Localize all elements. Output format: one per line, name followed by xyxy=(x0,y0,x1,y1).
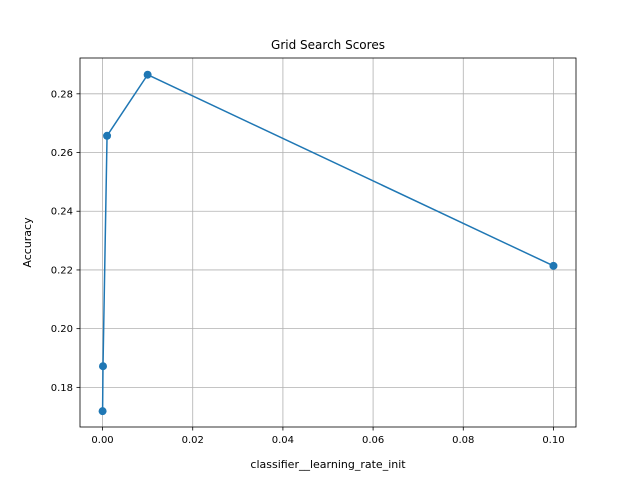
x-axis: 0.00 0.02 0.04 0.06 0.08 0.10 xyxy=(91,427,565,446)
grid xyxy=(80,58,576,427)
x-tick-label: 0.10 xyxy=(542,435,564,446)
x-axis-label: classifier__learning_rate_init xyxy=(250,458,406,471)
x-tick-label: 0.06 xyxy=(362,435,384,446)
series-layer xyxy=(98,70,558,416)
x-tick-label: 0.02 xyxy=(182,435,204,446)
data-point-marker xyxy=(549,261,558,270)
y-tick-label: 0.20 xyxy=(51,324,73,335)
y-tick-label: 0.18 xyxy=(51,383,73,394)
y-axis: 0.18 0.20 0.22 0.24 0.26 0.28 xyxy=(51,89,80,394)
y-tick-label: 0.26 xyxy=(51,148,73,159)
y-axis-label: Accuracy xyxy=(21,217,34,268)
x-tick-label: 0.04 xyxy=(272,435,294,446)
plot-area-frame xyxy=(79,57,577,428)
data-point-marker xyxy=(98,407,107,416)
data-point-marker xyxy=(103,131,112,140)
data-point-marker xyxy=(98,362,107,371)
x-tick-label: 0.08 xyxy=(452,435,474,446)
x-tick-label: 0.00 xyxy=(91,435,113,446)
y-tick-label: 0.28 xyxy=(51,89,73,100)
data-point-marker xyxy=(143,70,152,79)
y-tick-label: 0.22 xyxy=(51,265,73,276)
y-tick-label: 0.24 xyxy=(51,207,73,218)
chart-title: Grid Search Scores xyxy=(271,38,385,52)
